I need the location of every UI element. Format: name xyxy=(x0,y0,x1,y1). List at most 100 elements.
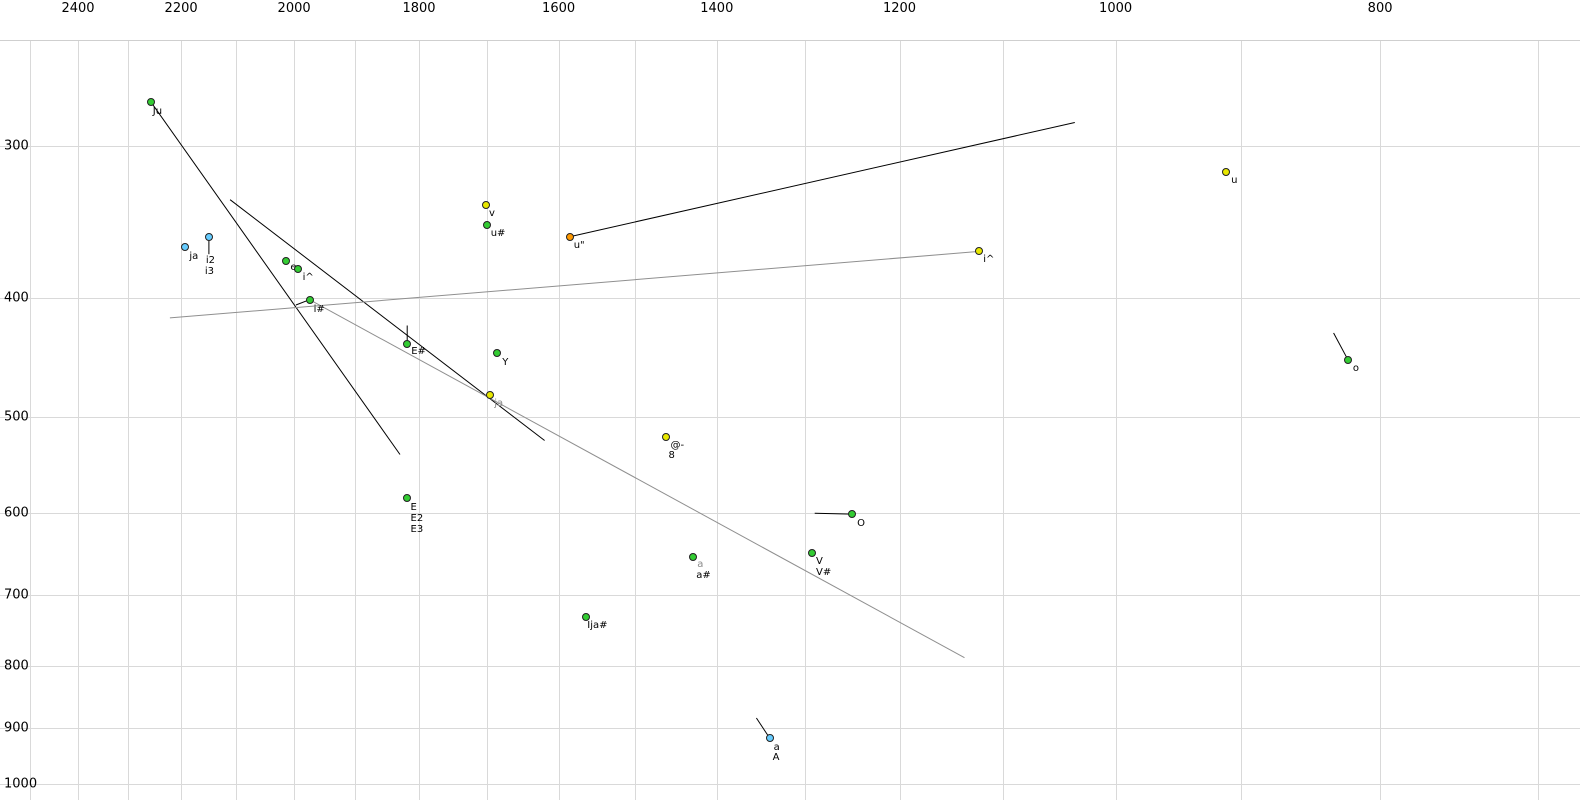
data-point-i-hash[interactable] xyxy=(305,295,314,304)
y-gridline xyxy=(0,513,1580,515)
point-label-a-A: A xyxy=(772,752,780,763)
point-label-E: E3 xyxy=(410,524,424,535)
point-label-ja-yellow: ja xyxy=(494,398,504,409)
point-label-e: e xyxy=(290,263,296,273)
data-point-a-A[interactable] xyxy=(765,734,774,742)
segment-traj-u-diaeresis xyxy=(569,122,1075,238)
point-label-a-A: a xyxy=(773,742,780,753)
data-point-V[interactable] xyxy=(808,549,816,558)
data-point-v[interactable] xyxy=(482,200,490,209)
y-gridline xyxy=(0,728,1580,730)
y-gridline xyxy=(0,146,1580,147)
x-tick-label: 1800 xyxy=(402,1,436,16)
point-label-a-hash: a# xyxy=(696,570,711,582)
x-gridline xyxy=(1002,40,1004,800)
data-point-i-hat-yellow[interactable] xyxy=(975,247,984,256)
data-point-Ija-hash[interactable] xyxy=(582,613,591,622)
data-point-u-diaeresis[interactable] xyxy=(565,232,574,241)
segment-traj-gray-horiz xyxy=(169,250,980,319)
point-label-i-hat: i^ xyxy=(302,271,314,283)
y-gridline xyxy=(0,298,1580,300)
x-gridline xyxy=(236,40,238,800)
data-point-ja-yellow[interactable] xyxy=(486,391,495,399)
x-tick-label: 2000 xyxy=(277,1,311,16)
point-label-o: o xyxy=(1352,362,1360,374)
point-label-E-hash: E# xyxy=(411,346,426,358)
point-label-u-diaeresis: u" xyxy=(573,239,585,251)
data-point-ja-cyan[interactable] xyxy=(181,243,190,251)
point-label-v: v xyxy=(489,207,495,219)
plot-top-border xyxy=(0,40,1580,41)
x-gridline xyxy=(354,40,356,800)
x-tick-label: 1600 xyxy=(542,1,576,16)
x-gridline xyxy=(29,40,31,800)
x-tick-label: 1000 xyxy=(1099,1,1133,16)
x-gridline xyxy=(1380,40,1382,800)
point-label-Ija-hash: Ija# xyxy=(587,620,608,632)
x-gridline xyxy=(1240,40,1242,800)
x-gridline xyxy=(78,40,79,800)
point-label-ja-cyan: ja xyxy=(189,251,199,262)
data-point-E-hash[interactable] xyxy=(403,340,412,349)
y-tick-label: 700 xyxy=(4,587,29,603)
y-tick-label: 800 xyxy=(4,658,29,674)
y-tick-label: 600 xyxy=(4,505,29,521)
y-gridline xyxy=(0,665,1580,667)
point-label-V: V xyxy=(816,556,823,568)
x-gridline xyxy=(716,40,718,800)
y-gridline xyxy=(0,783,1580,785)
x-gridline xyxy=(558,40,560,800)
point-label-i-hash: i# xyxy=(313,303,325,315)
data-point-i-hat[interactable] xyxy=(293,264,302,273)
data-point-Y[interactable] xyxy=(493,348,502,357)
data-point-o[interactable] xyxy=(1343,355,1352,364)
x-tick-label: 1200 xyxy=(882,1,917,16)
y-gridline xyxy=(0,416,1580,418)
point-label-i2-i3: i2 xyxy=(205,254,216,266)
point-label-i-hat-yellow: i^ xyxy=(983,254,995,266)
y-tick-label: 500 xyxy=(4,409,29,425)
point-label-at-dash: @- xyxy=(670,440,685,452)
x-gridline xyxy=(486,40,488,800)
x-gridline xyxy=(635,40,636,800)
point-label-u: u xyxy=(1231,174,1238,186)
data-point-e[interactable] xyxy=(282,257,291,266)
point-label-E: E2 xyxy=(410,513,424,524)
x-tick-label: 800 xyxy=(1367,1,1393,16)
point-label-i2-i3: i3 xyxy=(204,265,215,277)
data-point-a-hash[interactable] xyxy=(689,553,698,562)
y-tick-label: 900 xyxy=(4,720,29,736)
data-point-i2-i3[interactable] xyxy=(204,232,213,241)
x-tick-label: 2400 xyxy=(61,1,95,16)
x-gridline xyxy=(419,40,420,800)
y-tick-label: 400 xyxy=(4,290,29,306)
data-point-u[interactable] xyxy=(1222,167,1231,176)
data-point-at-dash[interactable] xyxy=(661,433,670,442)
point-label-Y: Y xyxy=(502,356,509,368)
point-label-O: O xyxy=(857,518,865,530)
x-tick-label: 2200 xyxy=(164,1,198,16)
segment-traj-ju xyxy=(150,101,401,455)
x-gridline xyxy=(1538,40,1540,800)
point-label-u-hash: u# xyxy=(490,227,506,239)
x-gridline xyxy=(1115,40,1117,800)
data-point-Ju[interactable] xyxy=(146,97,155,106)
point-label-at-dash: 8 xyxy=(668,450,675,462)
x-gridline xyxy=(804,40,806,800)
data-point-u-hash[interactable] xyxy=(482,220,491,229)
data-point-O[interactable] xyxy=(848,510,857,519)
y-tick-label: 300 xyxy=(4,138,29,154)
data-point-E[interactable] xyxy=(402,494,411,502)
x-gridline xyxy=(181,40,183,800)
x-gridline xyxy=(294,40,296,800)
point-label-Ju: Ju xyxy=(152,105,163,117)
point-label-E: E xyxy=(410,502,417,513)
x-gridline xyxy=(899,40,901,800)
y-tick-label: 1000 xyxy=(4,776,38,792)
point-label-V: V# xyxy=(816,567,832,579)
point-label-a-hash: a xyxy=(697,559,704,571)
x-gridline xyxy=(128,40,130,800)
x-tick-label: 1400 xyxy=(700,1,734,16)
segment-traj-gray-diag xyxy=(309,299,965,659)
